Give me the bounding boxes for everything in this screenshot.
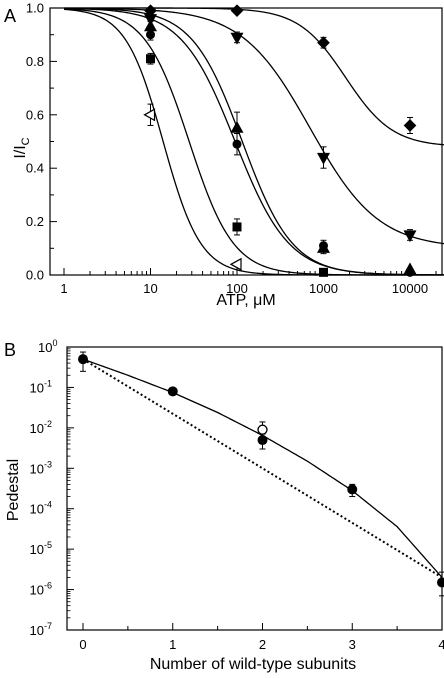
panel-a-ticks: 1 10 100 1000 10000 0.0 0.2 0.4 0.6 0.8 1.0 xyxy=(26,1,437,296)
panel-a-y-tick-label: 0.6 xyxy=(26,107,44,122)
panel-a-x-tick-label: 100 xyxy=(226,281,248,296)
panel-a-fit-curves xyxy=(63,7,444,276)
data-point-square xyxy=(232,222,242,232)
panel-a-y-axis-label: I/IC xyxy=(12,137,32,158)
panel-b-y-tick-label: 10-1 xyxy=(30,378,52,395)
fit-curve-diamond xyxy=(64,7,444,146)
panel-b-curves xyxy=(82,358,443,579)
panel-a-label: A xyxy=(4,6,16,26)
panel-b-data-point-filled xyxy=(437,577,444,588)
data-point-triangle-down xyxy=(316,152,331,165)
panel-b-y-tick-exponent: -5 xyxy=(44,540,52,550)
data-point-diamond xyxy=(230,4,244,18)
fit-curve-dotted xyxy=(82,358,443,579)
panel-b-x-tick-label: 0 xyxy=(79,637,86,652)
panel-a-y-tick-label: 1.0 xyxy=(26,1,44,16)
panel-b-x-axis-label: Number of wild-type subunits xyxy=(150,656,356,673)
panel-b-y-tick-exponent: -7 xyxy=(44,621,52,631)
panel-b-label: B xyxy=(4,340,16,360)
data-point-triangle-left-open xyxy=(143,108,156,122)
data-point-circle xyxy=(232,139,242,149)
panel-a-y-tick-label: 0.8 xyxy=(26,54,44,69)
panel-b-data-point-filled xyxy=(257,435,268,446)
panel-b-y-tick-exponent: -6 xyxy=(44,581,52,591)
data-point-square xyxy=(146,54,155,64)
panel-b-x-tick-label: 1 xyxy=(169,637,176,652)
panel-a-data-points xyxy=(143,4,417,277)
panel-b-y-tick-exponent: -2 xyxy=(44,419,52,429)
panel-b-data-point-open xyxy=(257,424,268,435)
panel-b-y-tick-label: 10-7 xyxy=(30,621,52,638)
panel-b-y-tick-label: 10-5 xyxy=(30,540,52,557)
data-point-square xyxy=(319,267,328,277)
panel-b-y-tick-exponent: -3 xyxy=(44,459,52,469)
panel-b-data-point-filled xyxy=(167,386,178,397)
panel-b-data-point-filled xyxy=(78,354,88,365)
panel-b-y-tick-exponent: -4 xyxy=(44,500,52,510)
fit-curve-triangle-up xyxy=(63,7,444,276)
panel-b-y-tick-label: 100 xyxy=(38,338,57,355)
data-point-circle xyxy=(405,267,415,277)
panel-b-x-tick-label: 3 xyxy=(349,637,356,652)
data-point-diamond xyxy=(144,4,157,18)
panel-a-x-tick-label: 10 xyxy=(143,281,157,296)
panel-a-x-tick-label: 1000 xyxy=(309,281,338,296)
panel-a-x-tick-label: 1 xyxy=(60,281,67,296)
panel-a-y-tick-label: 0.2 xyxy=(26,214,44,229)
panel-b-y-tick-label: 10-2 xyxy=(30,419,52,436)
panel-b-ticks: 0 1 2 3 4 10-7 10-6 10-5 10-4 10-3 10-2 10-1 100 xyxy=(30,338,444,652)
data-point-triangle-down xyxy=(230,32,244,45)
panel-a-y-tick-label: 0.0 xyxy=(26,268,44,283)
data-point-diamond xyxy=(317,36,330,50)
panel-b-y-tick-label: 10-4 xyxy=(30,500,52,517)
data-point-circle xyxy=(146,30,155,40)
data-point-diamond xyxy=(403,119,417,132)
fit-curve-triangle-left-open xyxy=(63,8,444,276)
panel-b-y-tick-exponent: -1 xyxy=(44,378,52,388)
fit-curve-triangle-down xyxy=(63,7,444,245)
fit-curve-square xyxy=(63,8,444,276)
fit-curve-circle xyxy=(63,7,444,276)
panel-a: A 1 10 100 1000 10000 0.0 0.2 0.4 0.6 0.8 1.0 ATP,… xyxy=(4,1,444,309)
panel-b: B 0 1 2 3 4 10-7 10-6 10-5 10-4 10-3 10-2 10-1 100 N… xyxy=(4,338,444,673)
data-point-triangle-left-open xyxy=(229,257,242,271)
panel-b-y-tick-label: 10-3 xyxy=(30,459,52,476)
panel-a-x-axis-label: ATP, μM xyxy=(216,292,275,309)
panel-a-y-axis-label-main: I/I xyxy=(12,145,29,158)
panel-b-y-tick-exponent: 0 xyxy=(52,338,57,348)
panel-b-x-tick-label: 2 xyxy=(259,637,266,652)
panel-b-x-tick-label: 4 xyxy=(438,637,444,652)
panel-b-data-point-filled xyxy=(347,484,358,495)
panel-b-y-axis-label: Pedestal xyxy=(5,459,22,521)
panel-b-data-points xyxy=(78,351,444,597)
data-point-triangle-up xyxy=(230,120,244,133)
panel-a-y-axis-label-sub: C xyxy=(20,137,32,145)
panel-b-plot-frame xyxy=(66,346,443,631)
data-point-triangle-down xyxy=(403,230,417,243)
panel-a-y-tick-label: 0.4 xyxy=(26,161,44,176)
panel-b-y-tick-label: 10-6 xyxy=(30,581,52,598)
panel-a-x-tick-label: 10000 xyxy=(392,281,428,296)
data-point-circle xyxy=(319,241,328,251)
panel-a-plot-frame xyxy=(49,7,443,276)
